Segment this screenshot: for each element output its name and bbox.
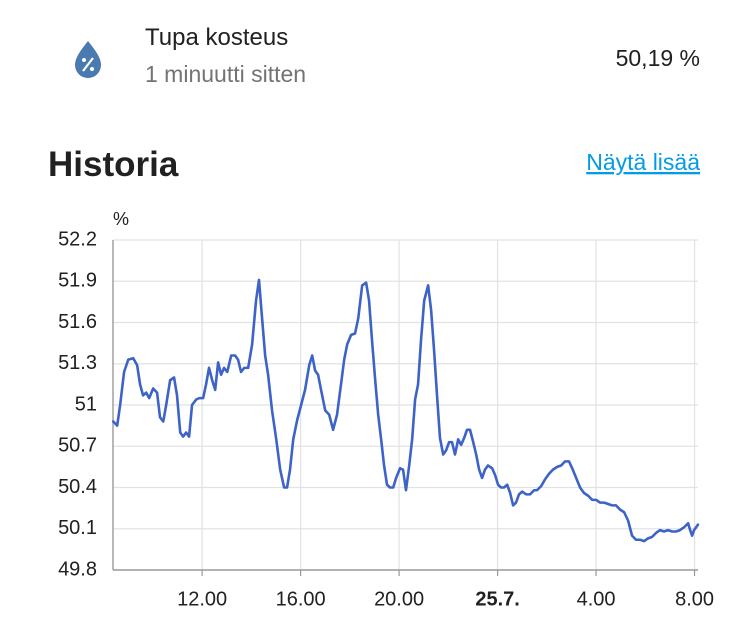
icon-dot <box>82 58 86 62</box>
x-tick-label: 16.00 <box>276 588 326 610</box>
x-tick-label: 4.00 <box>577 588 616 610</box>
x-tick-label: 12.00 <box>177 588 227 610</box>
humidity-icon <box>75 41 101 78</box>
y-tick-label: 50.4 <box>58 476 97 498</box>
entity-name: Tupa kosteus <box>145 24 288 51</box>
x-tick-label: 20.00 <box>374 588 424 610</box>
entity-state: 50,19 % <box>616 45 700 71</box>
history-title: Historia <box>48 145 179 184</box>
y-axis-unit: % <box>113 209 129 229</box>
y-tick-label: 50.7 <box>58 435 97 457</box>
show-more-link[interactable]: Näytä lisää <box>586 149 700 175</box>
y-tick-label: 52.2 <box>58 228 97 250</box>
history-chart: 49.8 50.1 50.4 50.7 51 51.3 51.6 51.9 52.2 12.00 1… <box>58 228 714 610</box>
humidity-line <box>111 278 700 543</box>
y-tick-label: 50.1 <box>58 517 97 539</box>
drop-icon <box>75 41 101 78</box>
icon-slash <box>82 57 94 72</box>
y-tick-label: 49.8 <box>58 558 97 580</box>
y-tick-label: 51.6 <box>58 311 97 333</box>
icon-dot <box>90 67 94 71</box>
last-changed: 1 minuutti sitten <box>145 61 306 87</box>
y-tick-label: 51.3 <box>58 352 97 374</box>
x-tick-label: 25.7. <box>475 588 519 610</box>
y-tick-label: 51.9 <box>58 270 97 292</box>
x-tick-label: 8.00 <box>675 588 714 610</box>
y-tick-label: 51 <box>75 393 97 415</box>
